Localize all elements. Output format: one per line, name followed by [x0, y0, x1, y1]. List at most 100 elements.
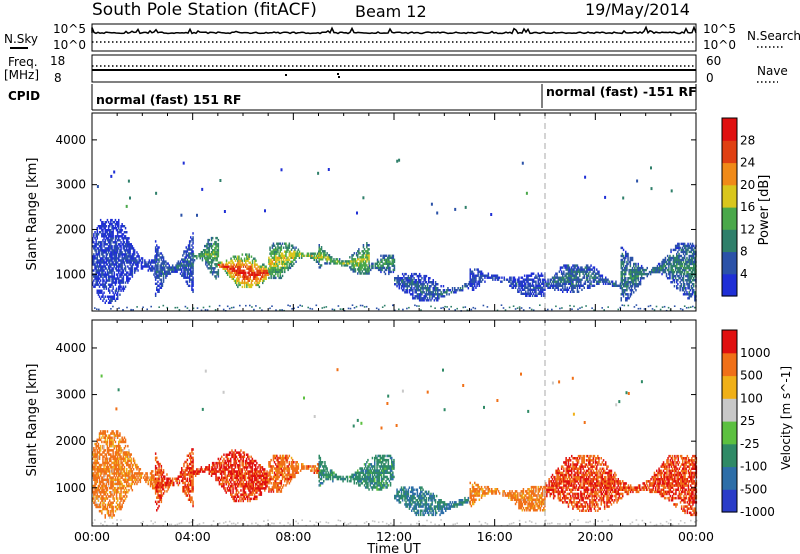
echo-cell: [585, 270, 588, 273]
echo-cell: [563, 272, 565, 275]
echo-cell: [286, 256, 288, 259]
echo-cell: [126, 277, 128, 280]
echo-cell: [162, 264, 165, 267]
echo-cell: [175, 270, 177, 273]
echo-cell: [560, 284, 563, 287]
echo-cell: [114, 434, 117, 437]
echo-cell: [682, 272, 685, 276]
echo-cell: [270, 260, 272, 263]
echo-cell: [115, 261, 118, 264]
echo-cell: [109, 255, 111, 258]
echo-cell: [628, 277, 630, 280]
echo-cell: [154, 272, 157, 275]
echo-cell: [126, 257, 128, 260]
echo-cell: [403, 281, 405, 284]
echo-cell: [118, 267, 120, 270]
echo-cell: [101, 476, 103, 479]
echo-cell: [120, 279, 122, 282]
echo-cell: [630, 281, 633, 284]
echo-cell: [522, 278, 525, 281]
echo-cell: [686, 270, 688, 274]
echo-cell: [105, 251, 108, 254]
echo-cell: [579, 274, 581, 277]
echo-cell: [272, 250, 275, 253]
echo-cell: [121, 233, 123, 236]
echo-cell: [264, 273, 266, 276]
ground-scatter-cell: [293, 307, 295, 310]
echo-cell: [417, 287, 420, 290]
echo-cell: [635, 270, 637, 274]
echo-cell: [128, 261, 130, 264]
echo-cell: [184, 264, 186, 267]
echo-cell: [676, 258, 678, 262]
ground-scatter-cell: [239, 304, 241, 307]
echo-cell: [102, 279, 104, 282]
echo-cell: [282, 258, 285, 261]
echo-cell: [206, 259, 208, 262]
echo-cell: [673, 279, 676, 282]
echo-cell: [551, 284, 554, 287]
echo-cell: [248, 279, 250, 282]
echo-cell: [289, 252, 292, 255]
echo-cell: [241, 261, 244, 264]
echo-cell: [560, 272, 563, 275]
echo-cell: [466, 285, 468, 288]
echo-cell: [103, 436, 105, 439]
ground-scatter-cell: [482, 304, 485, 307]
echo-cell: [126, 245, 128, 248]
echo-cell: [243, 275, 246, 278]
echo-cell: [285, 242, 287, 245]
echo-cell: [124, 237, 127, 240]
echo-cell: [623, 289, 626, 292]
echo-cell: [374, 262, 376, 265]
echo-cell: [184, 260, 186, 263]
echo-cell: [405, 291, 407, 294]
echo-cell: [693, 262, 695, 266]
echo-cell: [450, 291, 453, 294]
echo-cell: [353, 258, 356, 261]
echo-cell: [678, 277, 680, 280]
echo-cell: [681, 256, 684, 260]
echo-cell: [277, 244, 279, 247]
echo-cell: [249, 273, 251, 276]
echo-cell: [114, 225, 117, 228]
echo-cell: [154, 262, 157, 265]
echo-cell: [99, 444, 102, 448]
nave-tick-bottom: 0: [706, 71, 714, 85]
echo-cell: [101, 468, 103, 471]
echo-cell: [690, 262, 693, 266]
echo-cell: [154, 258, 157, 261]
echo-cell: [112, 233, 114, 236]
ground-scatter-cell: [694, 306, 696, 309]
echo-cell: [191, 250, 193, 253]
ground-scatter-cell: [392, 304, 394, 307]
echo-cell: [691, 246, 694, 250]
echo-cell: [525, 278, 527, 281]
echo-cell: [281, 266, 284, 270]
echo-cell: [691, 262, 694, 266]
echo-cell: [273, 270, 276, 274]
echo-cell: [102, 488, 104, 492]
echo-cell: [109, 279, 111, 282]
echo-cell: [234, 269, 237, 272]
echo-cell: [683, 250, 686, 254]
echo-cell: [232, 263, 235, 266]
echo-cell: [109, 436, 111, 439]
echo-cell: [543, 294, 545, 297]
echo-cell: [295, 252, 297, 255]
echo-cell: [534, 294, 536, 297]
echo-cell: [674, 266, 677, 270]
echo-cell: [192, 254, 194, 257]
echo-cell: [107, 247, 110, 250]
echo-cell: [583, 270, 585, 273]
echo-cell: [621, 279, 624, 282]
echo-cell: [668, 256, 670, 260]
echo-cell: [112, 432, 114, 435]
echo-cell: [442, 291, 445, 294]
echo-cell: [118, 227, 120, 230]
echo-cell: [241, 263, 244, 266]
echo-cell: [122, 259, 125, 262]
echo-cell: [185, 252, 187, 255]
echo-cell: [577, 282, 580, 285]
ground-scatter-cell: [687, 306, 690, 309]
